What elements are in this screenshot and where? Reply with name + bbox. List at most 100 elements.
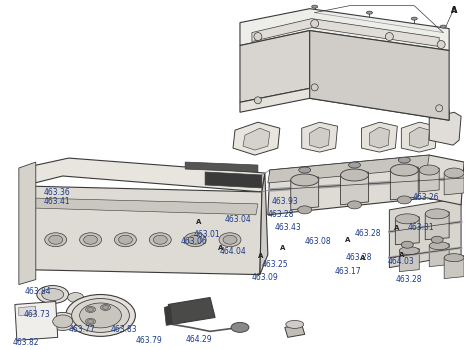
Ellipse shape: [347, 201, 361, 209]
Ellipse shape: [419, 165, 439, 175]
Text: 463.28: 463.28: [345, 253, 372, 262]
Text: 463.28: 463.28: [268, 210, 294, 219]
Polygon shape: [444, 256, 464, 279]
Text: 463.28: 463.28: [395, 275, 422, 284]
Text: 463.17: 463.17: [335, 267, 361, 276]
Ellipse shape: [67, 293, 84, 302]
Ellipse shape: [223, 235, 237, 244]
Text: A: A: [451, 6, 458, 15]
Ellipse shape: [114, 233, 136, 247]
Ellipse shape: [299, 167, 311, 173]
Polygon shape: [23, 158, 265, 192]
Text: 463.73: 463.73: [24, 310, 51, 319]
Text: 463.28: 463.28: [354, 229, 381, 238]
Text: 463.04: 463.04: [225, 215, 252, 224]
Ellipse shape: [45, 233, 66, 247]
Circle shape: [254, 97, 261, 104]
Polygon shape: [285, 324, 305, 337]
Ellipse shape: [80, 303, 121, 328]
Polygon shape: [291, 177, 319, 210]
Text: 463.09: 463.09: [252, 273, 279, 282]
Ellipse shape: [425, 209, 449, 219]
Ellipse shape: [188, 235, 202, 244]
Text: 463.36: 463.36: [44, 188, 71, 197]
Text: 463.43: 463.43: [275, 223, 302, 232]
Polygon shape: [240, 30, 310, 102]
Polygon shape: [310, 30, 449, 120]
Ellipse shape: [80, 233, 101, 247]
Polygon shape: [240, 88, 449, 120]
Polygon shape: [19, 162, 36, 285]
Polygon shape: [425, 212, 449, 240]
Text: 463.84: 463.84: [25, 287, 52, 296]
Ellipse shape: [286, 320, 304, 328]
Ellipse shape: [431, 236, 443, 243]
Polygon shape: [268, 155, 429, 183]
Text: A: A: [399, 252, 405, 258]
Polygon shape: [429, 244, 449, 267]
Text: 463.83: 463.83: [111, 325, 137, 334]
Ellipse shape: [429, 242, 449, 250]
Text: 463.41: 463.41: [44, 197, 70, 206]
Ellipse shape: [100, 304, 111, 310]
Polygon shape: [340, 172, 368, 205]
Ellipse shape: [72, 299, 129, 332]
Ellipse shape: [411, 17, 417, 20]
Polygon shape: [164, 306, 172, 326]
Text: 463.01: 463.01: [193, 230, 220, 239]
Ellipse shape: [102, 306, 108, 309]
Polygon shape: [310, 127, 330, 148]
Polygon shape: [361, 122, 398, 152]
Polygon shape: [391, 167, 418, 200]
Text: 463.77: 463.77: [69, 325, 95, 334]
Ellipse shape: [340, 169, 368, 181]
Polygon shape: [205, 172, 262, 188]
Polygon shape: [444, 171, 464, 195]
Ellipse shape: [119, 235, 133, 244]
Circle shape: [385, 33, 393, 41]
Polygon shape: [302, 122, 338, 152]
Polygon shape: [240, 9, 449, 50]
Polygon shape: [389, 198, 461, 268]
Text: 463.93: 463.93: [272, 197, 299, 206]
Ellipse shape: [349, 162, 360, 168]
Text: 463.79: 463.79: [135, 336, 162, 345]
Polygon shape: [19, 307, 36, 315]
Polygon shape: [370, 127, 389, 148]
Ellipse shape: [87, 307, 93, 312]
Polygon shape: [260, 173, 268, 275]
Ellipse shape: [401, 241, 413, 248]
Ellipse shape: [86, 318, 95, 324]
Text: A: A: [451, 6, 457, 15]
Ellipse shape: [149, 233, 171, 247]
Text: A: A: [280, 245, 285, 251]
Text: 463.82: 463.82: [13, 338, 40, 347]
Polygon shape: [401, 122, 437, 152]
Ellipse shape: [42, 288, 64, 301]
Text: 464.03: 464.03: [387, 257, 414, 266]
Polygon shape: [185, 162, 258, 172]
Ellipse shape: [37, 286, 69, 303]
Circle shape: [311, 84, 318, 91]
Text: 463.08: 463.08: [305, 237, 332, 246]
Polygon shape: [168, 298, 215, 324]
Text: A: A: [218, 245, 224, 251]
Ellipse shape: [49, 313, 77, 330]
Text: 463.25: 463.25: [262, 260, 288, 269]
Circle shape: [436, 105, 443, 112]
Ellipse shape: [398, 196, 411, 204]
Ellipse shape: [231, 322, 249, 332]
Text: A: A: [359, 255, 365, 261]
Polygon shape: [268, 155, 464, 215]
Ellipse shape: [444, 168, 464, 178]
Ellipse shape: [366, 11, 372, 14]
Ellipse shape: [399, 157, 410, 163]
Circle shape: [437, 41, 445, 49]
Text: 464.04: 464.04: [220, 247, 247, 256]
Ellipse shape: [395, 214, 419, 224]
Polygon shape: [409, 127, 429, 148]
Text: A: A: [345, 237, 350, 243]
Ellipse shape: [66, 294, 135, 336]
Ellipse shape: [86, 307, 95, 313]
Polygon shape: [243, 128, 270, 150]
